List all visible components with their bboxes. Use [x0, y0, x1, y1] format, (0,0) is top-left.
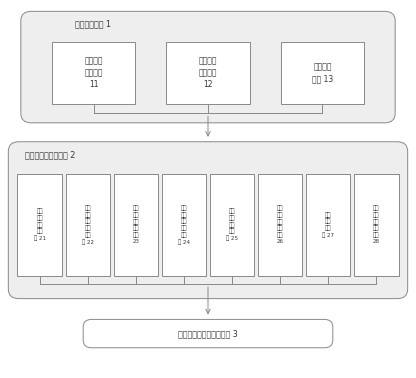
Text: 节水
碳碳
排模
块 27: 节水 碳碳 排模 块 27 — [322, 212, 334, 238]
Bar — [210, 174, 254, 276]
Text: 建筑
节能
道旅
碳碳
排模
块 22: 建筑 节能 道旅 碳碳 排模 块 22 — [82, 205, 94, 245]
Text: 参数设置模块 1: 参数设置模块 1 — [75, 20, 111, 29]
Text: 预设参数
设置模块
12: 预设参数 设置模块 12 — [199, 57, 217, 89]
Bar — [306, 174, 351, 276]
Bar — [114, 174, 158, 276]
Bar — [281, 42, 364, 104]
FancyBboxPatch shape — [83, 319, 333, 348]
Bar — [17, 174, 62, 276]
Bar — [65, 174, 110, 276]
Text: 常数设置
模块 13: 常数设置 模块 13 — [312, 62, 333, 83]
Bar — [52, 42, 135, 104]
Bar — [354, 174, 399, 276]
Text: 碳碳排量化处理模块 2: 碳碳排量化处理模块 2 — [25, 150, 75, 159]
Bar — [258, 174, 302, 276]
Text: 太阳
能热
水碳
减排
模块
23: 太阳 能热 水碳 减排 模块 23 — [132, 206, 139, 244]
Text: 建筑参数
设置模块
11: 建筑参数 设置模块 11 — [84, 57, 103, 89]
Bar — [166, 42, 250, 104]
Text: 低碳
交通
碳碳
排模
块 25: 低碳 交通 碳碳 排模 块 25 — [226, 209, 238, 241]
FancyBboxPatch shape — [8, 142, 408, 299]
FancyBboxPatch shape — [21, 11, 395, 123]
Text: 废弃
物处
理碳
减排
模块
26: 废弃 物处 理碳 减排 模块 26 — [277, 206, 284, 244]
Bar — [161, 174, 206, 276]
Text: 可再
生能
源碳
减排
模块
28: 可再 生能 源碳 减排 模块 28 — [373, 206, 380, 244]
Text: 节能
电器
设备
碳碳
排模
块 24: 节能 电器 设备 碳碳 排模 块 24 — [178, 205, 190, 245]
Text: 照明
节能
碳碳
排模
块 21: 照明 节能 碳碳 排模 块 21 — [34, 209, 46, 241]
Text: 碳碳排数据统计输出模块 3: 碳碳排数据统计输出模块 3 — [178, 329, 238, 338]
